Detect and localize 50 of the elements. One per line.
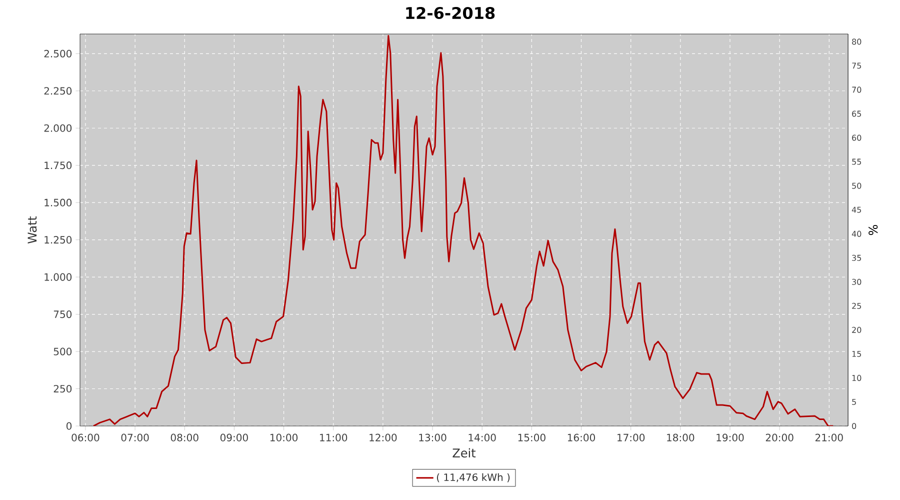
x-tick-label: 09:00 <box>220 434 248 442</box>
y2-tick-label: 0 <box>852 422 856 430</box>
y2-tick-label: 15 <box>852 350 862 357</box>
y2-tick-label: 80 <box>852 38 862 45</box>
y2-axis-title: % <box>868 224 878 236</box>
x-tick-label: 21:00 <box>815 434 843 442</box>
y2-tick-label: 70 <box>852 86 862 93</box>
y-tick-label: 750 <box>54 310 72 318</box>
y-tick-label: 1.000 <box>44 273 72 281</box>
x-tick-label: 08:00 <box>170 434 198 442</box>
x-tick-label: 06:00 <box>72 434 100 442</box>
chart-title: 12-6-2018 <box>406 6 495 20</box>
y2-tick-label: 50 <box>852 182 862 189</box>
y-tick-label: 250 <box>54 384 72 393</box>
y-tick-label: 0 <box>66 422 72 430</box>
x-tick-label: 10:00 <box>270 434 298 442</box>
x-tick-label: 12:00 <box>370 434 397 442</box>
x-tick-label: 16:00 <box>568 434 596 442</box>
x-tick-label: 11:00 <box>320 434 348 442</box>
y2-tick-label: 25 <box>852 302 862 309</box>
y2-tick-label: 65 <box>852 110 862 117</box>
y-tick-label: 2.250 <box>44 87 72 95</box>
y-tick-label: 1.750 <box>44 162 72 170</box>
y2-tick-label: 55 <box>852 158 862 165</box>
y-tick-label: 1.500 <box>44 198 72 206</box>
y2-tick-label: 30 <box>852 278 862 285</box>
y-tick-label: 2.500 <box>44 50 72 58</box>
x-tick-label: 07:00 <box>121 434 149 442</box>
y2-tick-label: 75 <box>852 62 862 69</box>
y2-tick-label: 40 <box>852 230 862 237</box>
x-tick-label: 19:00 <box>716 434 744 442</box>
x-tick-label: 14:00 <box>468 434 496 442</box>
y2-tick-label: 35 <box>852 254 862 261</box>
legend-label: ( 11,476 kWh ) <box>436 473 510 482</box>
x-tick-label: 18:00 <box>667 434 694 442</box>
x-tick-label: 20:00 <box>766 434 794 442</box>
x-tick-label: 17:00 <box>618 434 645 442</box>
x-axis-title: Zeit <box>452 448 476 458</box>
x-tick-label: 15:00 <box>518 434 546 442</box>
y2-tick-label: 20 <box>852 326 862 333</box>
y2-tick-label: 5 <box>852 398 856 405</box>
y2-tick-label: 45 <box>852 206 862 213</box>
x-tick-label: 13:00 <box>419 434 446 442</box>
y-axis-title: Watt <box>28 216 37 244</box>
y-tick-label: 1.250 <box>44 236 72 244</box>
y2-tick-label: 10 <box>852 374 862 381</box>
y-tick-label: 500 <box>54 348 72 356</box>
y2-tick-label: 60 <box>852 134 862 141</box>
y-tick-label: 2.000 <box>44 124 72 132</box>
line-series <box>92 35 834 426</box>
